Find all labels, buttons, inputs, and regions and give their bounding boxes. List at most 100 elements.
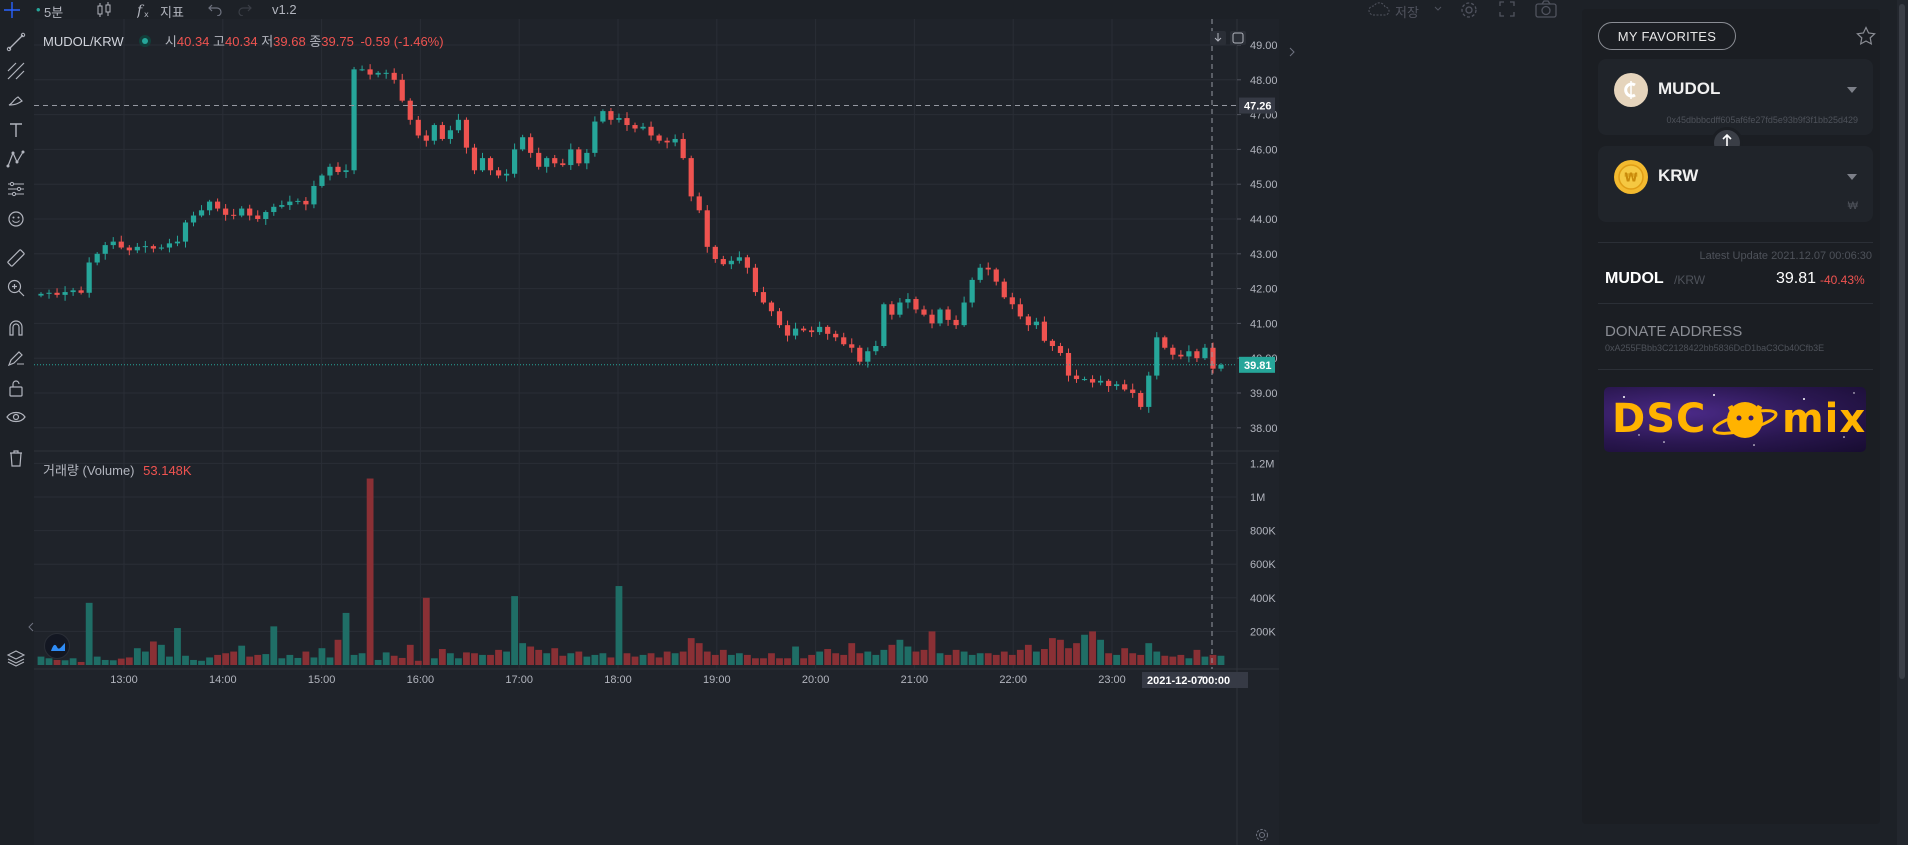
candle-body: [953, 319, 959, 326]
planet-cat-logo-icon: [1712, 402, 1778, 438]
candle-body: [800, 328, 807, 331]
candle-body: [1122, 384, 1128, 390]
volume-bar: [390, 655, 398, 665]
redo-icon[interactable]: [237, 2, 253, 19]
undo-icon[interactable]: [207, 2, 223, 19]
candle-body: [1017, 304, 1023, 317]
stay-drawing-icon[interactable]: [4, 346, 28, 370]
fib-tools-icon[interactable]: [4, 59, 28, 83]
emoji-icon[interactable]: [4, 207, 28, 231]
candle-body: [1089, 379, 1096, 383]
candle-body: [544, 158, 550, 167]
volume-bar: [944, 654, 952, 665]
token-a-selector[interactable]: MUDOL 0x45dbbbcdff605af6fe27fd5e93b9f3f1…: [1598, 59, 1873, 135]
candle-body: [1025, 316, 1031, 326]
volume-bar: [912, 651, 920, 665]
candle-body: [479, 158, 486, 171]
token-a-symbol: MUDOL: [1658, 79, 1721, 98]
price-chart[interactable]: 49.00 48.00 47.00 46.00 45.00 44.00 43.00 42.00…: [28, 19, 1295, 845]
time-tick-label: 18:00: [604, 674, 632, 686]
page-scrollbar-thumb[interactable]: [1899, 4, 1905, 679]
token-a-dropdown-icon[interactable]: [1847, 87, 1857, 93]
volume-bar: [655, 657, 663, 665]
fullscreen-icon[interactable]: [1498, 0, 1516, 21]
token-b-selector[interactable]: ₩ KRW ₩: [1598, 146, 1873, 222]
collapse-panel-chevron-icon[interactable]: [1286, 41, 1298, 63]
candle-body: [632, 125, 638, 129]
candle-type-icon[interactable]: [96, 2, 112, 21]
volume-bar: [286, 654, 294, 665]
volume-bar: [1049, 638, 1056, 665]
crosshair-icon[interactable]: [2, 0, 22, 23]
tradingview-logo-icon[interactable]: [44, 633, 70, 659]
indicators-button[interactable]: 지표: [160, 5, 184, 20]
volume-bar: [1177, 654, 1185, 665]
volume-label[interactable]: 거래량 (Volume): [43, 463, 135, 478]
candle-body: [150, 246, 156, 249]
candle-body: [616, 118, 622, 120]
volume-bar: [992, 654, 1000, 665]
volume-bar: [543, 653, 551, 665]
volume-tick-label: 800K: [1250, 526, 1276, 538]
symbol-name[interactable]: MUDOL/KRW: [43, 34, 124, 49]
candle-body: [760, 292, 767, 303]
chart-settings-gear-icon[interactable]: [1254, 827, 1270, 843]
volume-tick-label: 1.2M: [1250, 458, 1274, 470]
trash-icon[interactable]: [4, 446, 28, 470]
chart-canvas[interactable]: 49.0048.0047.0046.0045.0044.0043.0042.00…: [34, 19, 1279, 845]
interval-selector[interactable]: 5분: [44, 5, 64, 20]
dscmix-banner[interactable]: DSC mix: [1604, 387, 1866, 452]
volume-bar: [278, 658, 286, 665]
trend-line-icon[interactable]: [4, 30, 28, 54]
candle-body: [38, 293, 44, 296]
candle-body: [1097, 380, 1104, 383]
ruler-icon[interactable]: [4, 246, 28, 270]
candle-body: [1073, 375, 1080, 380]
save-menu-chevron-icon[interactable]: [1433, 2, 1443, 17]
candle-body: [463, 119, 470, 148]
volume-bar: [166, 656, 173, 665]
candle-body: [1154, 337, 1160, 376]
auto-scale-icon[interactable]: [1230, 31, 1246, 45]
pattern-tool-icon[interactable]: [4, 147, 28, 171]
low-label: 저: [261, 34, 274, 49]
candle-body: [311, 185, 317, 205]
volume-bar: [928, 631, 936, 665]
drawing-toolbar: [0, 19, 31, 845]
price-change-percent: -40.43%: [1820, 273, 1865, 287]
candle-body: [423, 135, 429, 141]
volume-bar: [792, 646, 799, 665]
prediction-tool-icon[interactable]: [4, 177, 28, 201]
zoom-in-icon[interactable]: [4, 276, 28, 300]
scroll-left-chevron-icon[interactable]: [26, 620, 36, 634]
candle-body: [913, 299, 919, 310]
candle-body: [825, 326, 831, 334]
time-tick-label: 19:00: [703, 674, 731, 686]
volume-bar: [559, 655, 567, 665]
latest-update: Latest Update 2021.12.07 00:06:30: [1699, 250, 1872, 262]
screenshot-camera-icon[interactable]: [1535, 0, 1557, 21]
settings-gear-icon[interactable]: [1459, 0, 1479, 23]
cloud-icon[interactable]: [1367, 0, 1391, 21]
volume-bar: [679, 651, 687, 665]
candle-body: [62, 292, 68, 295]
candle-body: [656, 135, 662, 141]
donate-address[interactable]: 0xA255FBbb3C2128422bb5836DcD1baC3Cb40Cfb…: [1605, 343, 1825, 353]
pair-base-symbol: MUDOL: [1605, 270, 1664, 287]
save-button[interactable]: 저장: [1395, 5, 1419, 20]
magnet-icon[interactable]: [4, 316, 28, 340]
volume-legend: 거래량 (Volume) 53.148K: [43, 460, 192, 479]
eye-icon[interactable]: [4, 405, 28, 429]
favorite-star-icon[interactable]: [1856, 26, 1876, 51]
object-tree-layers-icon[interactable]: [4, 646, 28, 670]
text-tool-icon[interactable]: [4, 118, 28, 142]
token-a-address: 0x45dbbbcdff605af6fe27fd5e93b9f3f1bb25d4…: [1666, 115, 1858, 125]
candle-body: [239, 208, 245, 216]
my-favorites-button[interactable]: MY FAVORITES: [1598, 22, 1736, 50]
volume-bar: [1193, 649, 1201, 665]
scroll-down-arrow-icon[interactable]: [1210, 31, 1226, 45]
lock-icon[interactable]: [4, 376, 28, 400]
brush-icon[interactable]: [4, 88, 28, 112]
token-b-dropdown-icon[interactable]: [1847, 174, 1857, 180]
